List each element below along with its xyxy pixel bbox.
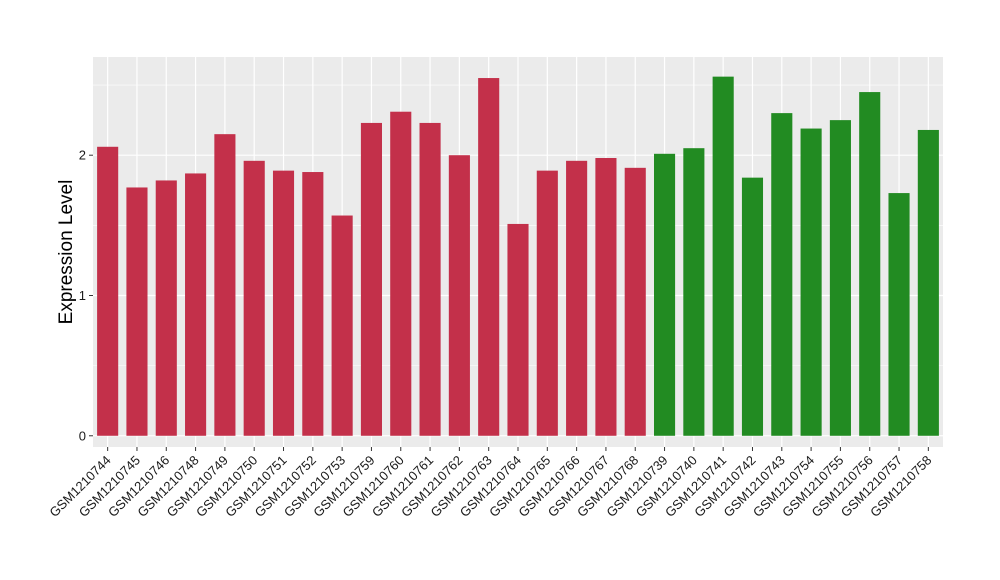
bar <box>683 148 705 436</box>
bar <box>859 92 881 436</box>
bar <box>243 160 265 436</box>
bar <box>595 158 617 436</box>
bar <box>800 128 822 436</box>
bar <box>741 177 764 436</box>
bar <box>624 167 646 436</box>
y-tick-label: 0 <box>79 428 86 443</box>
y-tick-label: 2 <box>79 148 86 163</box>
bar <box>829 120 851 436</box>
bar <box>478 78 500 436</box>
bar <box>917 129 939 436</box>
bar <box>272 170 295 436</box>
bar <box>654 153 676 436</box>
bar <box>126 187 148 436</box>
bar <box>97 146 119 436</box>
bar <box>419 122 441 436</box>
bar <box>712 76 734 436</box>
bar <box>185 173 207 436</box>
bar <box>566 160 588 436</box>
bar <box>214 134 236 436</box>
bar <box>507 223 529 436</box>
bar <box>771 113 793 436</box>
bar <box>390 111 412 436</box>
x-axis: GSM1210744GSM1210745GSM1210746GSM1210748… <box>46 447 934 520</box>
bar <box>448 155 470 436</box>
bar <box>360 122 382 436</box>
bar <box>888 193 910 436</box>
y-axis: 0 1 2 <box>79 148 93 443</box>
y-axis-title: Expression Level <box>56 180 77 325</box>
bar <box>536 170 558 436</box>
bars <box>97 76 939 436</box>
bar <box>331 215 353 436</box>
bar <box>155 180 177 436</box>
bar <box>302 172 324 436</box>
y-tick-label: 1 <box>79 288 86 303</box>
